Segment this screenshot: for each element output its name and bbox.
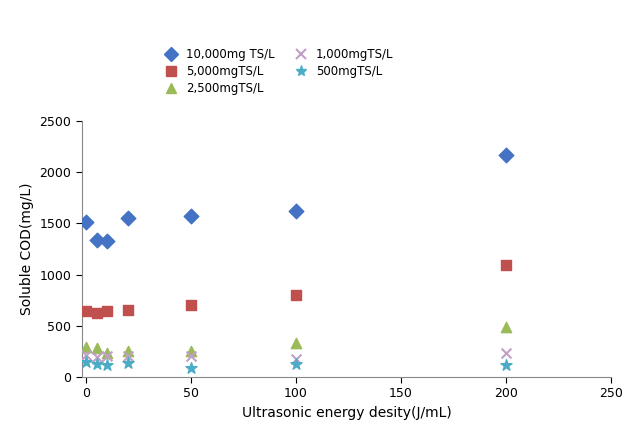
500mgTS/L <box>291 361 301 368</box>
1,000mgTS/L <box>501 350 511 357</box>
2,500mgTS/L <box>501 323 511 330</box>
5,000mgTS/L <box>123 307 133 314</box>
X-axis label: Ultrasonic energy desity(J/mL): Ultrasonic energy desity(J/mL) <box>242 406 451 420</box>
5,000mgTS/L <box>81 308 91 315</box>
5,000mgTS/L <box>102 308 112 315</box>
10,000mg TS/L <box>81 219 91 226</box>
2,500mgTS/L <box>291 339 301 346</box>
5,000mgTS/L <box>501 262 511 269</box>
1,000mgTS/L <box>123 352 133 359</box>
1,000mgTS/L <box>102 353 112 360</box>
10,000mg TS/L <box>91 236 101 243</box>
10,000mg TS/L <box>123 215 133 222</box>
1,000mgTS/L <box>291 355 301 362</box>
2,500mgTS/L <box>186 348 196 355</box>
1,000mgTS/L <box>81 352 91 359</box>
5,000mgTS/L <box>291 291 301 298</box>
1,000mgTS/L <box>186 353 196 360</box>
1,000mgTS/L <box>91 353 101 360</box>
2,500mgTS/L <box>123 348 133 355</box>
10,000mg TS/L <box>291 208 301 215</box>
500mgTS/L <box>81 359 91 366</box>
Legend: 10,000mg TS/L, 5,000mgTS/L, 2,500mgTS/L, 1,000mgTS/L, 500mgTS/L: 10,000mg TS/L, 5,000mgTS/L, 2,500mgTS/L,… <box>157 45 396 97</box>
500mgTS/L <box>102 362 112 369</box>
Y-axis label: Soluble COD(mg/L): Soluble COD(mg/L) <box>20 183 34 315</box>
2,500mgTS/L <box>102 350 112 357</box>
5,000mgTS/L <box>186 302 196 309</box>
500mgTS/L <box>91 361 101 368</box>
10,000mg TS/L <box>186 213 196 220</box>
500mgTS/L <box>123 360 133 367</box>
5,000mgTS/L <box>91 310 101 317</box>
10,000mg TS/L <box>501 152 511 158</box>
500mgTS/L <box>186 364 196 371</box>
2,500mgTS/L <box>91 345 101 352</box>
10,000mg TS/L <box>102 237 112 244</box>
2,500mgTS/L <box>81 344 91 351</box>
500mgTS/L <box>501 362 511 369</box>
